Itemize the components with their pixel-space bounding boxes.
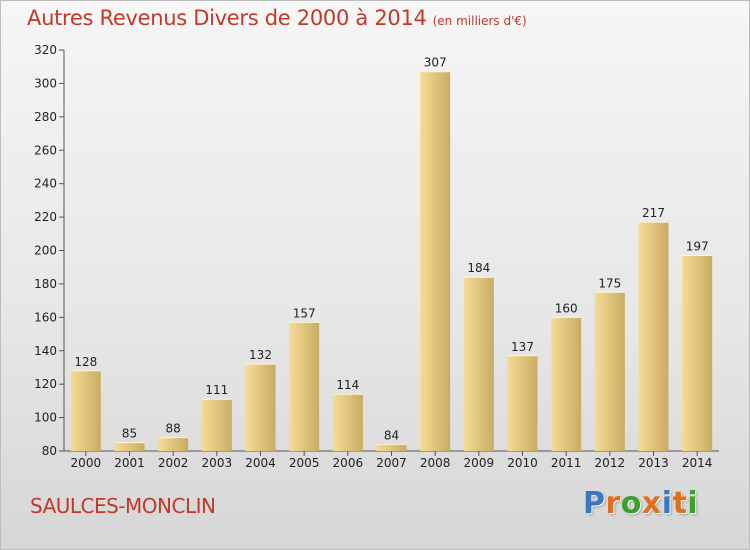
chart-title-text: Autres Revenus Divers de 2000 à 2014: [27, 6, 427, 30]
bar: [682, 255, 713, 451]
logo-letter: x: [641, 486, 662, 521]
y-tick-label: 80: [42, 444, 57, 458]
x-tick-label: 2012: [595, 456, 626, 470]
plot-area: 80 100 120 140 160 180 200 220 240 260 280 300 320 12…: [34, 43, 719, 470]
x-tick-label: 2002: [158, 456, 189, 470]
bar: [245, 364, 276, 451]
bar: [114, 442, 145, 451]
y-tick-label: 200: [34, 244, 57, 258]
bar: [638, 222, 669, 451]
y-tick-label: 160: [34, 310, 57, 324]
x-tick-label: 2006: [333, 456, 364, 470]
bar: [463, 277, 494, 451]
logo-letter: t: [672, 486, 688, 521]
x-tick-label: 2014: [682, 456, 713, 470]
proxiti-logo: Proxiti: [583, 486, 698, 521]
x-tick-label: 2000: [71, 456, 102, 470]
bar-value-label: 114: [336, 378, 359, 392]
bar-value-label: 160: [555, 301, 578, 315]
x-tick-label: 2009: [464, 456, 495, 470]
bar: [507, 355, 538, 451]
x-tick-label: 2004: [245, 456, 276, 470]
bar-value-label: 217: [642, 206, 665, 220]
bar: [201, 399, 232, 451]
bar-value-label: 157: [293, 306, 316, 320]
bar-value-label: 85: [122, 427, 137, 441]
y-tick-label: 100: [34, 411, 57, 425]
bar-value-label: 132: [249, 348, 272, 362]
logo-letter: i: [687, 486, 699, 521]
bar: [594, 292, 625, 451]
chart-subtitle: (en milliers d'€): [432, 14, 527, 28]
logo-letter: i: [661, 486, 673, 521]
y-tick-label: 140: [34, 344, 57, 358]
bar: [376, 444, 407, 451]
y-tick-label: 260: [34, 143, 57, 157]
logo-letter: P: [583, 486, 606, 521]
y-tick-label: 240: [34, 177, 57, 191]
bar: [70, 370, 101, 451]
bar: [332, 394, 363, 451]
y-tick-label: 320: [34, 43, 57, 57]
logo-letter: o: [620, 486, 642, 521]
logo-letter: r: [605, 486, 621, 521]
bar: [551, 317, 582, 451]
bar: [158, 437, 189, 451]
x-tick-label: 2007: [376, 456, 407, 470]
x-tick-label: 2008: [420, 456, 451, 470]
y-tick-label: 180: [34, 277, 57, 291]
y-tick-label: 300: [34, 76, 57, 90]
bar-value-label: 197: [686, 240, 709, 254]
bar-value-label: 137: [511, 340, 534, 354]
x-tick-label: 2013: [638, 456, 669, 470]
bar-value-label: 307: [424, 56, 447, 70]
y-tick-label: 220: [34, 210, 57, 224]
bar-value-label: 84: [384, 428, 399, 442]
y-tick-label: 280: [34, 110, 57, 124]
commune-name: SAULCES-MONCLIN: [30, 494, 216, 518]
x-tick-label: 2001: [114, 456, 145, 470]
x-tick-label: 2005: [289, 456, 320, 470]
bar-value-label: 184: [467, 261, 490, 275]
bar-value-label: 88: [166, 422, 181, 436]
bar-value-label: 128: [74, 355, 97, 369]
x-tick-label: 2010: [507, 456, 538, 470]
bar-value-label: 111: [205, 383, 228, 397]
bar: [289, 322, 320, 451]
y-tick-label: 120: [34, 377, 57, 391]
bar-value-label: 175: [598, 276, 621, 290]
bar: [420, 71, 451, 452]
chart-title: Autres Revenus Divers de 2000 à 2014 (en …: [27, 6, 527, 30]
x-tick-label: 2003: [202, 456, 233, 470]
x-tick-label: 2011: [551, 456, 582, 470]
